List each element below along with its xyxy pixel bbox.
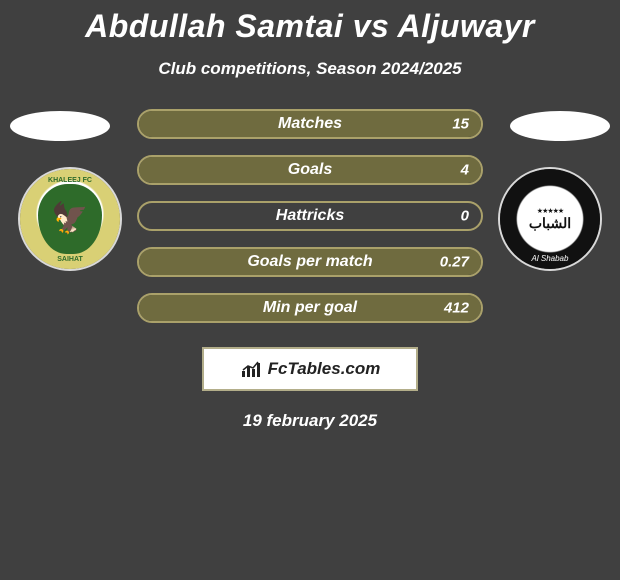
subtitle: Club competitions, Season 2024/2025 (0, 59, 620, 79)
player-marker-left (10, 111, 110, 141)
stat-row: Goals 4 (137, 155, 483, 185)
badge-left-shield: 🦅 (38, 184, 102, 254)
bars-icon (240, 359, 266, 379)
badge-right-arabic: الشباب (529, 215, 571, 232)
stat-row: Matches 15 (137, 109, 483, 139)
badge-left-bottom-text: SAIHAT (57, 256, 83, 263)
stars-icon: ★★★★★ (537, 207, 563, 215)
stat-label: Goals (288, 161, 332, 179)
stat-value: 412 (444, 300, 469, 317)
brand-box[interactable]: FcTables.com (202, 347, 418, 391)
stat-label: Matches (278, 115, 342, 133)
stat-row: Hattricks 0 (137, 201, 483, 231)
stat-value: 0.27 (440, 254, 469, 271)
stats-list: Matches 15 Goals 4 Hattricks 0 Goals per… (137, 109, 483, 323)
stat-label: Goals per match (247, 253, 372, 271)
stat-row: Goals per match 0.27 (137, 247, 483, 277)
date-label: 19 february 2025 (0, 411, 620, 431)
badge-right-script: Al Shabab (532, 254, 569, 263)
comparison-area: KHALEEJ FC 🦅 SAIHAT ★★★★★ الشباب Al Shab… (0, 109, 620, 431)
badge-left-top-text: KHALEEJ FC (48, 177, 92, 184)
brand-label: FcTables.com (268, 359, 381, 379)
stat-label: Hattricks (276, 207, 344, 225)
badge-right-inner: ★★★★★ الشباب (520, 189, 580, 249)
page-title: Abdullah Samtai vs Aljuwayr (0, 0, 620, 45)
player-marker-right (510, 111, 610, 141)
stat-label: Min per goal (263, 299, 357, 317)
stat-value: 15 (452, 116, 469, 133)
stat-value: 4 (461, 162, 469, 179)
stat-value: 0 (461, 208, 469, 225)
eagle-icon: 🦅 (51, 204, 88, 234)
stat-row: Min per goal 412 (137, 293, 483, 323)
club-badge-left: KHALEEJ FC 🦅 SAIHAT (20, 169, 120, 269)
club-badge-right: ★★★★★ الشباب Al Shabab (500, 169, 600, 269)
